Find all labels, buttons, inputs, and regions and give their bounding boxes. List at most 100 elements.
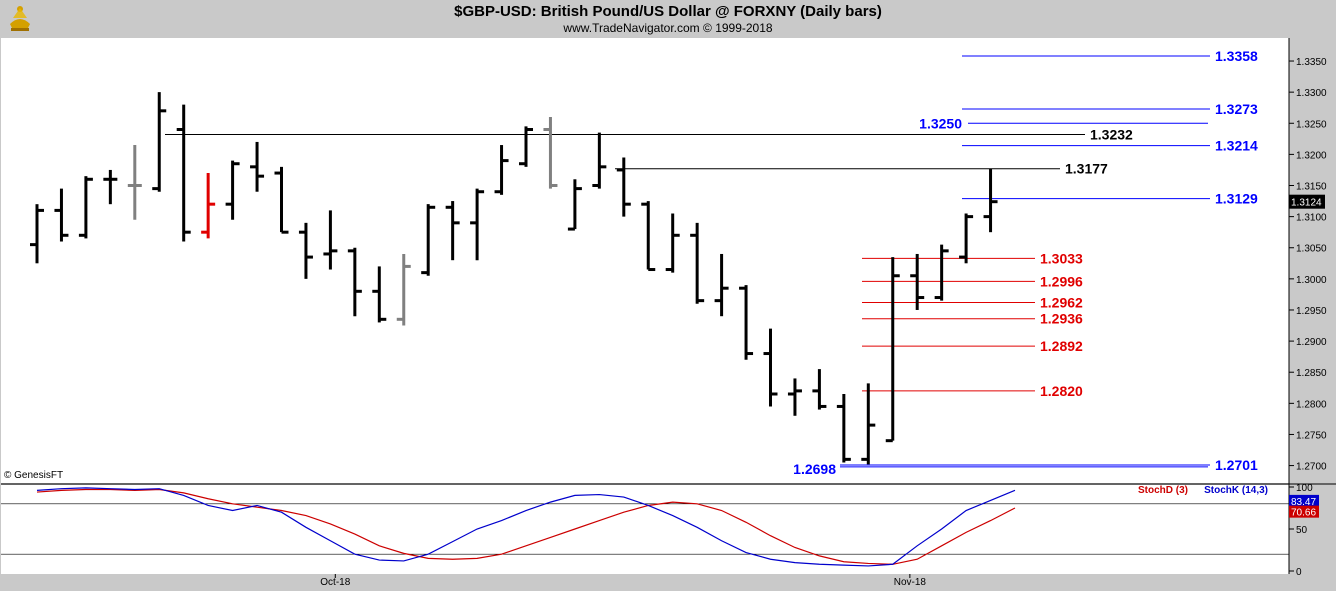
level-label: 1.3250	[919, 115, 962, 131]
level-label: 1.2698	[793, 461, 836, 477]
ohlc-bar	[934, 244, 949, 301]
price-tick-label: 1.3150	[1296, 182, 1327, 193]
level-label: 1.3033	[1040, 250, 1083, 266]
date-axis: Oct-18 Nov-18	[320, 574, 926, 588]
price-panel-background	[1, 38, 1289, 483]
price-tick-label: 1.3050	[1296, 244, 1327, 255]
stochastic-lines	[36, 487, 1016, 567]
chart-title: $GBP-USD: British Pound/US Dollar @ FORX…	[454, 3, 882, 20]
ohlc-bars	[30, 92, 998, 465]
price-tick-label: 1.2850	[1296, 368, 1327, 379]
price-tick-label: 1.3250	[1296, 119, 1327, 130]
ohlc-bar	[152, 92, 167, 192]
ohlc-bar	[690, 222, 705, 304]
stoch-k-value: 83.47	[1291, 497, 1316, 508]
stoch-panel-background	[1, 485, 1289, 574]
stoch-d-line	[36, 488, 1016, 565]
date-label: Oct-18	[320, 577, 350, 588]
price-axis: 1.3350 1.3300 1.3250 1.3200 1.3150 1.3100 1.30…	[1289, 57, 1327, 473]
price-tick-label: 1.2750	[1296, 430, 1327, 441]
ohlc-bar	[201, 173, 216, 239]
ohlc-bar	[127, 145, 142, 220]
price-tick-label: 1.2950	[1296, 306, 1327, 317]
ohlc-bar	[861, 383, 876, 465]
ohlc-bar	[959, 213, 974, 264]
level-label: 1.2820	[1040, 383, 1083, 399]
ohlc-bar	[519, 126, 533, 167]
level-label: 1.3232	[1090, 126, 1133, 142]
chart-subtitle: www.TradeNavigator.com © 1999-2018	[563, 21, 773, 35]
level-label: 1.3214	[1215, 138, 1258, 154]
stoch-tick-label: 50	[1296, 525, 1308, 536]
level-label: 1.2962	[1040, 295, 1083, 311]
ohlc-bar	[543, 117, 558, 189]
stoch-d-tag	[1289, 505, 1319, 518]
legend-stoch-d: StochD (3)	[1138, 485, 1188, 496]
stoch-tick-label: 100	[1296, 483, 1313, 494]
ohlc-bar	[494, 145, 509, 195]
stoch-tick-label: 0	[1296, 567, 1302, 578]
ohlc-bar	[250, 141, 265, 192]
level-label: 1.3177	[1065, 161, 1108, 177]
level-label: 1.2701	[1215, 457, 1258, 473]
last-price-tag	[1289, 194, 1325, 209]
ohlc-bar	[910, 253, 925, 310]
ohlc-bar	[445, 201, 460, 261]
level-label: 1.3273	[1215, 101, 1258, 117]
price-levels: 1.3358 1.3273 1.3250 1.3232 1.3214 1.3177 1.31…	[165, 48, 1258, 477]
price-tick-label: 1.3100	[1296, 213, 1327, 224]
stoch-legend: StochD (3) StochK (14,3)	[1138, 485, 1268, 496]
last-price-label: 1.3124	[1291, 198, 1322, 209]
stoch-d-value: 70.66	[1291, 508, 1316, 519]
ohlc-bar	[787, 378, 802, 416]
ohlc-bar	[812, 369, 827, 410]
ohlc-bar	[983, 168, 998, 233]
ohlc-bar	[396, 253, 411, 326]
level-label: 1.3129	[1215, 191, 1258, 207]
level-label: 1.3358	[1215, 48, 1258, 64]
ohlc-bar	[616, 157, 631, 217]
ohlc-bar	[372, 266, 387, 323]
price-tick-label: 1.3200	[1296, 150, 1327, 161]
ohlc-bar	[323, 210, 338, 270]
chart-header: $GBP-USD: British Pound/US Dollar @ FORX…	[0, 0, 1336, 38]
stoch-axis: 100 50 0	[1289, 483, 1313, 578]
price-tick-label: 1.3000	[1296, 275, 1327, 286]
stoch-k-line	[36, 487, 1016, 567]
watermark: © GenesisFT	[4, 470, 63, 481]
price-tick-label: 1.2900	[1296, 337, 1327, 348]
ohlc-bar	[641, 201, 656, 272]
ohlc-bar	[298, 222, 313, 279]
ohlc-bar	[274, 166, 289, 234]
ohlc-bar	[836, 394, 851, 463]
ohlc-bar	[567, 179, 582, 231]
trade-navigator-logo-icon	[10, 6, 30, 31]
ohlc-bar	[763, 328, 778, 407]
ohlc-bar	[885, 257, 900, 443]
ohlc-bar	[54, 188, 69, 242]
stoch-k-tag	[1289, 494, 1319, 507]
price-tick-label: 1.3300	[1296, 88, 1327, 99]
ohlc-bar	[78, 176, 93, 239]
legend-stoch-k: StochK (14,3)	[1204, 485, 1268, 496]
ohlc-bar	[665, 213, 680, 273]
ohlc-bar	[592, 132, 607, 189]
price-tick-label: 1.2800	[1296, 399, 1327, 410]
level-label: 1.2936	[1040, 311, 1083, 327]
ohlc-bar	[421, 204, 436, 276]
level-label: 1.2892	[1040, 338, 1083, 354]
ohlc-bar	[470, 188, 485, 261]
ohlc-bar	[714, 253, 729, 317]
ohlc-bar	[176, 104, 191, 242]
ohlc-bar	[225, 160, 240, 220]
price-tick-label: 1.3350	[1296, 57, 1327, 68]
level-label: 1.2996	[1040, 273, 1083, 289]
ohlc-bar	[739, 285, 754, 360]
date-label: Nov-18	[894, 577, 927, 588]
ohlc-bar	[30, 204, 44, 264]
price-tick-label: 1.2700	[1296, 462, 1327, 473]
ohlc-bar	[347, 247, 362, 317]
ohlc-bar	[103, 169, 118, 205]
